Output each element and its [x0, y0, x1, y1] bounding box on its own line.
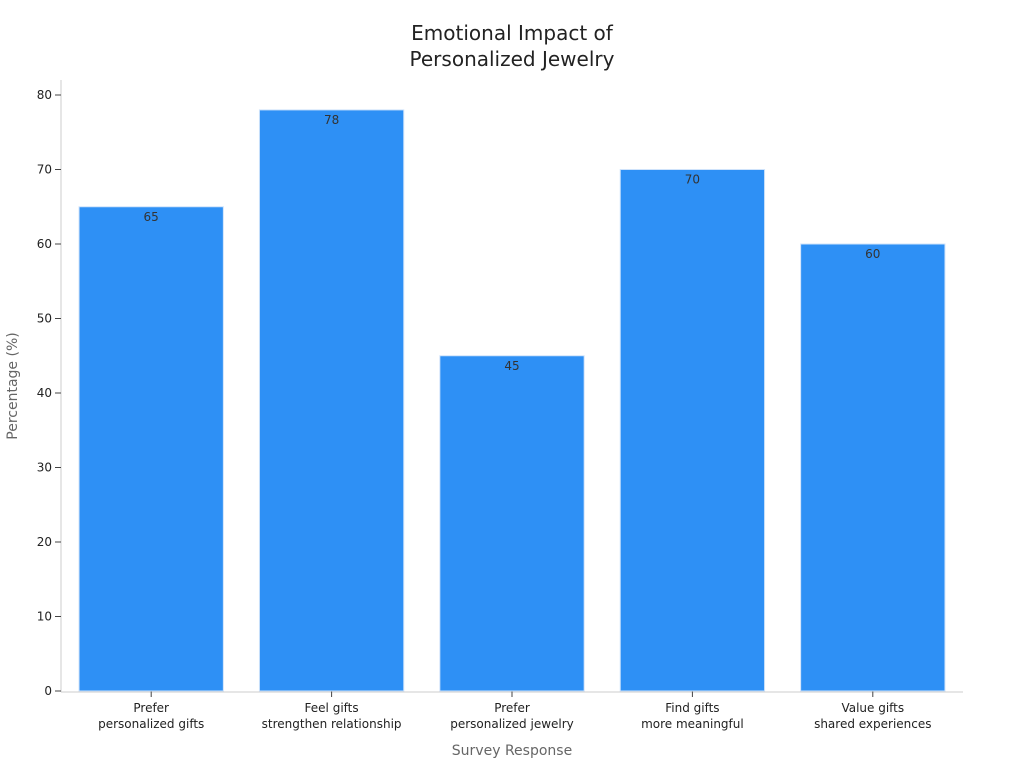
value-label: 78 [324, 113, 339, 127]
y-tick-label: 30 [37, 461, 52, 475]
bar [258, 109, 405, 692]
bar [439, 355, 585, 692]
y-tick-label: 50 [37, 312, 52, 326]
x-tick-label: Find gifts more meaningful [641, 701, 744, 731]
x-axis-label: Survey Response [452, 743, 572, 759]
chart-title: Emotional Impact of Personalized Jewelry [410, 21, 615, 71]
y-tick-label: 20 [37, 535, 52, 549]
x-tick-label: Feel gifts strengthen relationship [262, 701, 402, 731]
y-tick-label: 40 [37, 386, 52, 400]
bar [78, 206, 224, 692]
value-label: 45 [504, 359, 519, 373]
y-tick-label: 60 [37, 237, 52, 251]
x-tick-label: Prefer personalized jewelry [450, 701, 574, 731]
y-tick-label: 70 [37, 163, 52, 177]
y-tick-label: 80 [37, 88, 52, 102]
x-tick-label: Prefer personalized gifts [98, 701, 204, 731]
y-axis-label: Percentage (%) [5, 332, 21, 439]
value-label: 65 [144, 210, 159, 224]
bar [800, 243, 946, 692]
value-label: 70 [685, 173, 700, 187]
bar [619, 169, 766, 692]
y-tick-label: 0 [44, 684, 52, 698]
x-tick-label: Value gifts shared experiences [814, 701, 931, 731]
y-tick-label: 10 [37, 610, 52, 624]
value-label: 60 [865, 247, 880, 261]
